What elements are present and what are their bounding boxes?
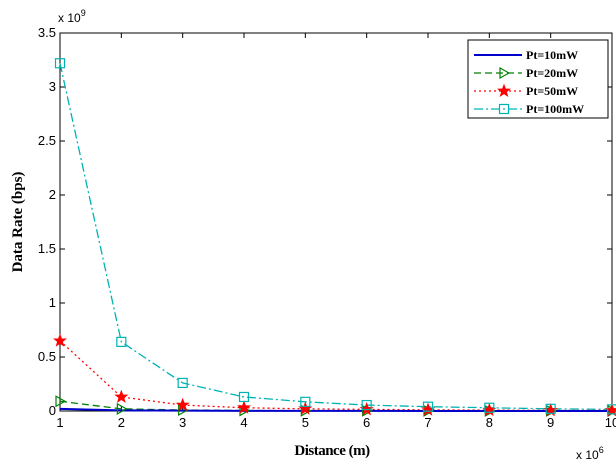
square-marker [300,396,311,407]
square-marker [498,103,510,115]
y-tick-label: 3 [49,79,56,94]
axis-ticks: 1 2 3 4 5 6 7 8 9 10 0 0.5 1 1.5 2 2.5 3 3.5 [38,25,616,430]
x-tick-label: 6 [363,415,370,430]
x-tick-label: 3 [179,415,186,430]
y-axis-label: Data Rate (bps) [10,172,26,273]
y-exponent: x 109 [58,8,86,25]
star-marker [175,397,190,412]
legend-box [467,39,609,119]
y-tick-label: 3.5 [38,25,56,40]
x-tick-label: 4 [240,415,247,430]
y-tick-label: 1.5 [38,241,56,256]
legend: Pt=10mW Pt=20mW Pt=50mW Pt=100mW [467,39,609,119]
triangle-marker [116,402,128,415]
triangle-marker [55,395,67,408]
x-tick-label: 2 [118,415,125,430]
square-marker [606,404,616,415]
x-tick-label: 8 [486,415,493,430]
star-marker [236,400,252,414]
series-line [59,407,613,412]
star-marker [52,333,68,347]
y-tick-label: 0 [49,403,56,418]
square-marker [177,377,188,389]
legend-items: Pt=10mW Pt=20mW Pt=50mW Pt=100mW [474,48,584,116]
x-tick-label: 7 [424,415,431,430]
x-tick-label: 1 [56,415,63,430]
legend-label: Pt=100mW [526,102,584,116]
square-marker [116,336,127,347]
x-exponent: x 106 [576,445,604,462]
series-line [59,63,613,411]
square-marker [545,403,556,414]
x-axis-label: Distance (m) [294,443,370,459]
series-group [59,63,613,412]
legend-label: Pt=20mW [526,66,578,80]
star-marker [496,83,512,97]
square-marker [361,399,372,411]
square-marker [484,402,495,413]
triangle-marker [499,66,511,80]
y-tick-label: 2 [49,187,56,202]
legend-label: Pt=10mW [526,48,578,62]
y-tick-label: 1 [49,295,56,310]
square-marker [422,401,434,412]
legend-label: Pt=50mW [526,84,578,98]
square-marker [54,58,66,69]
markers-group [52,58,616,417]
square-marker [238,391,250,403]
y-tick-label: 2.5 [38,133,56,148]
y-tick-label: 0.5 [38,349,56,364]
x-tick-label: 5 [302,415,309,430]
star-marker [114,389,129,403]
x-tick-label: 9 [547,415,554,430]
x-tick-label: 10 [605,415,616,430]
